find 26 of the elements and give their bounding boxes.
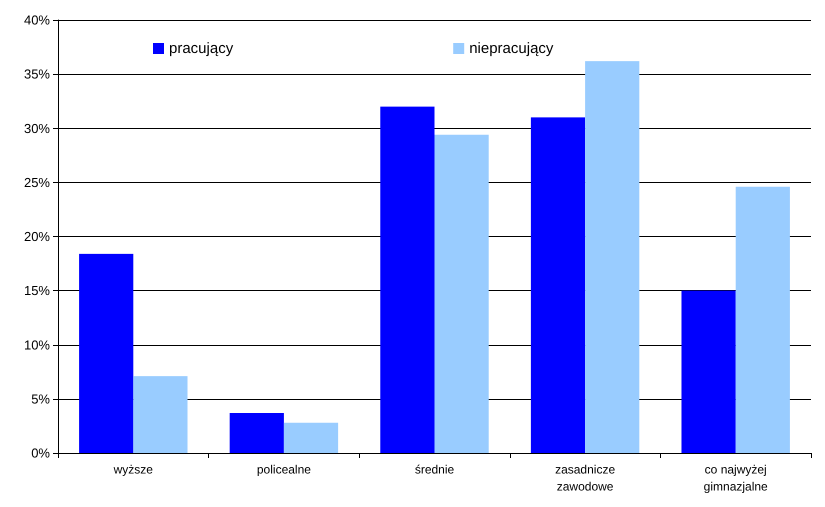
x-tick-label: wyższe <box>112 462 154 476</box>
bar <box>434 134 489 453</box>
bar <box>380 106 434 453</box>
y-tick-label: 30% <box>24 120 50 136</box>
x-tick-label: średnie <box>414 462 455 476</box>
legend-label: niepracujący <box>469 40 554 57</box>
y-tick-label: 35% <box>24 66 50 82</box>
x-tick-label: zasadnicze zawodowe <box>555 462 616 494</box>
y-tick-label: 5% <box>31 391 50 406</box>
bar <box>230 412 284 453</box>
y-tick-label: 15% <box>24 283 50 298</box>
bar <box>133 376 188 453</box>
legend-label: pracujący <box>169 40 234 57</box>
y-tick-label: 40% <box>24 12 50 28</box>
y-tick-label: 0% <box>31 446 50 460</box>
bar <box>681 290 736 453</box>
y-tick-label: 25% <box>24 174 50 190</box>
bar <box>736 186 790 453</box>
bar <box>284 422 338 453</box>
y-tick-label: 10% <box>24 337 50 352</box>
x-tick-label: co najwyżej gimnazjalne <box>704 462 768 494</box>
x-tick-label: policealne <box>256 462 312 476</box>
bar <box>530 117 586 453</box>
y-tick-label: 20% <box>24 229 50 244</box>
bar <box>79 254 134 453</box>
bar <box>585 61 640 453</box>
